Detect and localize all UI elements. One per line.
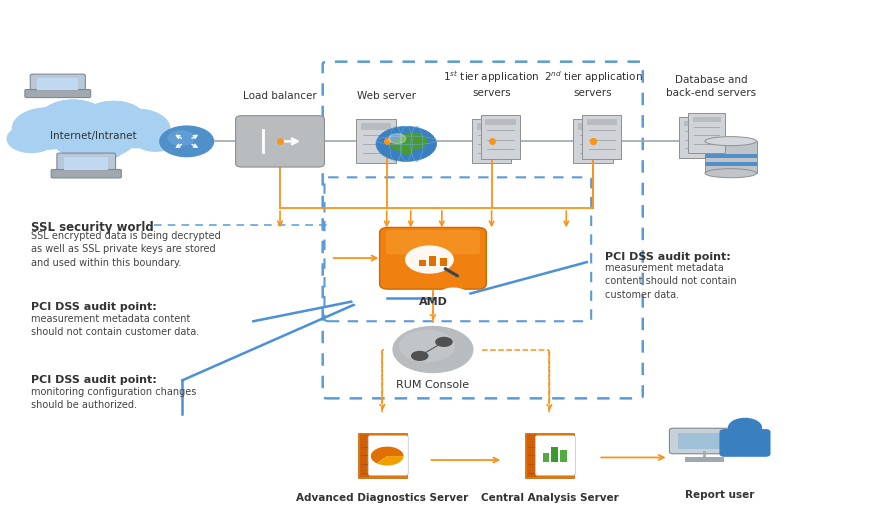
Circle shape [400,147,412,155]
Bar [477,123,507,130]
Circle shape [82,101,145,138]
FancyBboxPatch shape [356,119,396,163]
Bar [560,450,566,462]
Bar [684,121,712,126]
FancyBboxPatch shape [688,113,725,153]
Text: SSL encrypted data is being decrypted
as well as SSL private keys are stored
and: SSL encrypted data is being decrypted as… [31,231,220,268]
Circle shape [48,107,139,160]
FancyBboxPatch shape [679,117,717,157]
Bar [705,162,757,166]
Circle shape [102,109,170,148]
FancyBboxPatch shape [669,428,739,454]
Bar [440,258,446,266]
Text: Database and
back-end servers: Database and back-end servers [666,75,757,98]
Text: Web server: Web server [357,91,416,101]
Circle shape [167,130,195,146]
Bar [678,433,730,449]
Circle shape [12,107,84,149]
Wedge shape [377,456,404,466]
Text: PCI DSS audit point:: PCI DSS audit point: [31,375,156,385]
Wedge shape [371,447,404,463]
Bar [705,141,757,173]
FancyBboxPatch shape [57,153,116,174]
Text: SSL security world: SSL security world [31,221,154,234]
Bar [37,78,78,90]
Text: Report user: Report user [685,490,755,500]
Circle shape [102,109,170,148]
Circle shape [411,351,428,361]
Text: Load balancer: Load balancer [244,91,316,101]
FancyBboxPatch shape [573,119,613,163]
Circle shape [435,337,453,347]
Text: Internet/Intranet: Internet/Intranet [50,131,137,141]
Circle shape [388,134,405,143]
FancyBboxPatch shape [380,227,486,289]
FancyBboxPatch shape [525,433,573,479]
Circle shape [397,133,428,150]
Text: PCI DSS audit point:: PCI DSS audit point: [605,252,730,262]
Bar [551,447,558,462]
Circle shape [353,289,385,307]
Circle shape [437,289,469,307]
Bar [527,434,536,478]
Text: 1$^{st}$ tier application
servers: 1$^{st}$ tier application servers [444,69,540,98]
Text: Central Analysis Server: Central Analysis Server [481,493,618,503]
Text: monitoring configuration changes
should be authorized.: monitoring configuration changes should … [31,387,196,410]
Bar [578,123,608,130]
FancyBboxPatch shape [472,119,511,163]
Bar [485,119,516,125]
Circle shape [48,107,139,160]
Circle shape [159,125,214,157]
Circle shape [39,100,107,139]
Text: measurement metadata
content should not contain
customer data.: measurement metadata content should not … [605,263,736,300]
Bar [64,157,108,170]
FancyBboxPatch shape [52,170,122,178]
Bar [360,434,369,478]
Circle shape [6,124,56,153]
Text: 2$^{nd}$ tier application
servers: 2$^{nd}$ tier application servers [543,69,643,98]
Circle shape [12,107,84,149]
FancyBboxPatch shape [358,433,406,479]
Bar [429,255,436,266]
Ellipse shape [705,137,757,145]
Text: AMD: AMD [419,297,447,307]
FancyBboxPatch shape [368,435,408,475]
Circle shape [399,330,455,362]
Bar [419,260,426,266]
FancyBboxPatch shape [582,115,621,159]
FancyBboxPatch shape [25,89,91,98]
Bar [685,457,724,462]
Bar [705,154,757,158]
Circle shape [376,126,436,161]
Circle shape [60,124,127,163]
FancyBboxPatch shape [481,115,520,159]
Circle shape [393,326,473,373]
FancyBboxPatch shape [535,435,575,475]
Text: PCI DSS audit point:: PCI DSS audit point: [31,302,156,312]
Text: RUM Console: RUM Console [396,380,469,390]
Text: measurement metadata content
should not contain customer data.: measurement metadata content should not … [31,314,199,337]
Bar [361,123,391,130]
Circle shape [405,246,454,273]
Text: Advanced Diagnostics Server: Advanced Diagnostics Server [296,493,469,503]
Bar [693,117,721,122]
Circle shape [132,126,178,152]
Bar [543,452,549,462]
FancyBboxPatch shape [30,74,85,94]
Ellipse shape [705,169,757,178]
Circle shape [728,418,762,437]
FancyBboxPatch shape [719,429,771,457]
Bar [587,119,617,125]
Circle shape [390,141,407,151]
Circle shape [39,100,107,139]
Circle shape [82,101,145,138]
FancyBboxPatch shape [236,116,324,167]
FancyBboxPatch shape [386,230,480,254]
